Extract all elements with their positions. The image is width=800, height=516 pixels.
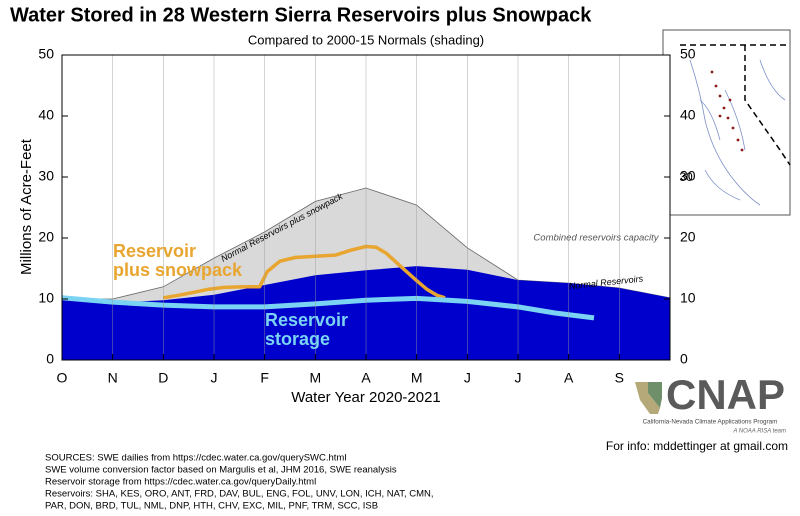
- logo-name: CNAP: [666, 371, 785, 418]
- map-border: [680, 44, 791, 166]
- plot-frame: [61, 54, 671, 361]
- x-tick-label: J: [515, 370, 522, 386]
- y2-tick-label: 50: [680, 46, 696, 62]
- map-frame: [662, 29, 791, 216]
- logo-icon: [635, 382, 660, 414]
- logo-tagline: A NOAA RISA team: [732, 429, 786, 435]
- x-tick-label: S: [615, 370, 624, 386]
- y-tick-label: 50: [38, 46, 54, 62]
- x-tick-label: A: [564, 370, 574, 386]
- x-tick-label: F: [260, 370, 269, 386]
- source-note: SOURCES: SWE dailies from https://cdec.w…: [45, 453, 346, 464]
- y2-tick-label: 10: [680, 290, 696, 306]
- logo-subtitle: California-Nevada Climate Applications P…: [643, 419, 778, 426]
- x-axis-label: Water Year 2020-2021: [291, 389, 441, 406]
- line: [163, 244, 446, 300]
- chart-title: Water Stored in 28 Western Sierra Reserv…: [10, 4, 592, 26]
- logo-icon-nv: [648, 382, 662, 408]
- logo: CNAP California-Nevada Climate Applicati…: [635, 371, 786, 435]
- series-label: Reservoir plus snowpack: [113, 241, 243, 280]
- source-note: PAR, DON, BRD, TUL, NML, DNP, HTH, CHV, …: [45, 501, 378, 512]
- y-axis-label: Millions of Acre-Feet: [18, 138, 35, 275]
- chart-subtitle: Compared to 2000-15 Normals (shading): [248, 32, 484, 47]
- y2-tick-label: 0: [680, 351, 688, 367]
- source-note: SWE volume conversion factor based on Ma…: [45, 465, 397, 476]
- line: [61, 295, 595, 321]
- x-tick-label: N: [108, 370, 118, 386]
- map-lat-label: 30: [679, 170, 693, 184]
- y-tick-label: 40: [38, 107, 54, 123]
- y2-tick-label: 20: [680, 229, 696, 245]
- x-tick-label: J: [464, 370, 471, 386]
- series-label: Reservoir storage: [265, 310, 349, 349]
- x-tick-label: M: [309, 370, 321, 386]
- y-tick-label: 0: [46, 351, 54, 367]
- map-rivers: [689, 59, 786, 206]
- y2-tick-label: 40: [680, 107, 696, 123]
- y-tick-label: 10: [38, 290, 54, 306]
- annotation: Combined reservoirs capacity: [533, 233, 659, 244]
- x-tick-label: D: [158, 370, 168, 386]
- x-tick-label: A: [361, 370, 371, 386]
- y2-tick-label: 30: [680, 168, 696, 184]
- map-inset: 30: [662, 29, 791, 216]
- map-sites: [710, 70, 744, 152]
- x-tick-label: M: [411, 370, 423, 386]
- source-note: Reservoir storage from https://cdec.wate…: [45, 477, 316, 488]
- y-tick-label: 30: [38, 168, 54, 184]
- y-tick-label: 20: [38, 229, 54, 245]
- source-note: Reservoirs: SHA, KES, ORO, ANT, FRD, DAV…: [45, 489, 434, 500]
- contact: For info: mddettinger at gmail.com: [606, 439, 788, 453]
- x-tick-label: J: [211, 370, 218, 386]
- x-tick-label: O: [57, 370, 68, 386]
